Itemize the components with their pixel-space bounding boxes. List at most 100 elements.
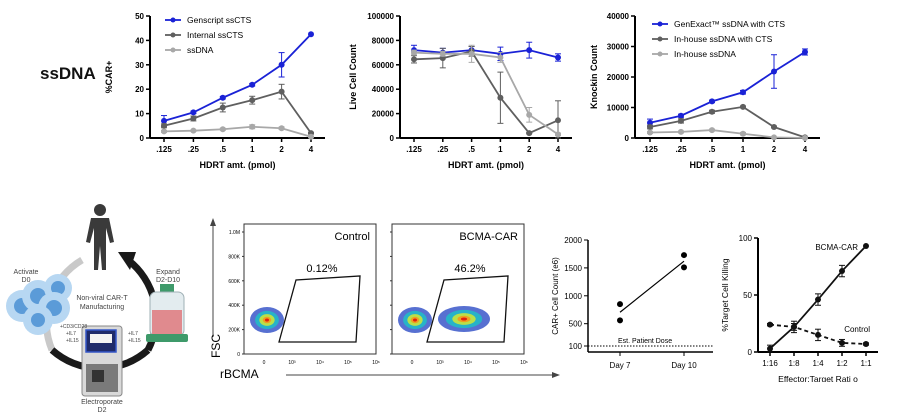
x-axis-label: HDRT amt. (pmol): [200, 160, 276, 170]
y-tick-label: 30: [135, 61, 144, 70]
y-tick-label: 0: [390, 134, 395, 143]
legend-label: In-house ssDNA: [674, 49, 736, 59]
data-point: [802, 48, 808, 55]
data-point: [526, 47, 533, 54]
y-tick-label: 10: [135, 110, 144, 119]
x-tick-label: 10³: [288, 360, 296, 366]
data-point: [740, 89, 746, 96]
data-point: [839, 339, 845, 346]
series-line: [163, 90, 312, 134]
electroporator-icon: [81, 325, 123, 397]
data-point: [791, 323, 797, 330]
y-tick-label: 0: [625, 134, 630, 143]
y-tick-label: 40000: [372, 85, 395, 94]
x-tick-label: .125: [642, 145, 658, 154]
x-tick-label: .5: [219, 145, 226, 154]
right-additive-1: +IL7: [128, 331, 138, 337]
data-point: [681, 264, 687, 271]
y-axis-label: Live Cell Count: [348, 44, 358, 110]
data-point: [863, 242, 869, 249]
data-point: [709, 98, 715, 105]
row-label-ssdna: ssDNA: [40, 64, 96, 83]
data-point: [771, 68, 777, 75]
data-point: [497, 54, 504, 61]
data-point: [555, 54, 561, 61]
density-peak: [264, 318, 270, 322]
y-tick-label: 40: [135, 36, 144, 45]
data-point: [161, 122, 167, 129]
data-point: [190, 115, 197, 122]
data-point: [647, 119, 653, 126]
data-point: [740, 103, 746, 110]
y-tick-label: 40000: [607, 12, 630, 21]
legend-swatch-marker: [657, 51, 663, 57]
panel-title: Control: [335, 231, 370, 243]
data-point: [617, 317, 623, 324]
data-point: [863, 341, 869, 348]
x-tick-label: 2: [527, 145, 532, 154]
data-point: [815, 331, 821, 338]
expand-day-label: D2-D10: [156, 277, 180, 284]
data-point: [411, 49, 417, 56]
gate-percent: 46.2%: [454, 263, 485, 275]
knockin-count-chart: 0 10000 20000 30000 40000 .125 .25 .5 1 2 4 HDRT am…: [590, 12, 820, 170]
series-line: [649, 129, 806, 139]
x-tick-label: 1: [250, 145, 255, 154]
data-point: [740, 130, 746, 137]
gate: [278, 275, 361, 343]
y-tick-label: 100: [569, 342, 583, 351]
y-tick-label: 0: [237, 352, 240, 358]
x-tick-label: .25: [675, 145, 687, 154]
y-tick-label: 30000: [607, 43, 630, 52]
legend-label: GenExact™ ssDNA with CTS: [674, 19, 785, 29]
x-tick-label: 2: [279, 145, 284, 154]
y-axis-arrow-head-icon: [210, 218, 216, 226]
data-point: [278, 61, 285, 68]
data-point: [439, 50, 446, 57]
legend-swatch-marker: [170, 32, 176, 38]
x-axis-label: HDRT amt. (pmol): [448, 160, 524, 170]
y-tick-label: 50: [135, 12, 144, 21]
data-point: [709, 127, 715, 134]
data-point: [308, 31, 314, 38]
data-point: [617, 301, 623, 308]
legend-swatch-marker: [657, 21, 663, 27]
data-point: [219, 104, 226, 111]
data-point: [308, 133, 314, 140]
y-tick-label: 0: [748, 348, 753, 357]
manufacturing-diagram: Activate D0 Expand D2-D10 Non-viral CAR-…: [6, 204, 188, 414]
data-point: [647, 129, 653, 136]
x-axis-label: rBCMA: [220, 367, 259, 381]
y-tick-label: 1.0M: [229, 230, 240, 236]
y-axis-label: CAR+ Cell Count (e6): [551, 257, 560, 335]
data-point: [190, 109, 197, 116]
y-tick-label: 400K: [228, 303, 240, 309]
bioreactor-icon: [146, 284, 188, 342]
data-point: [839, 268, 845, 275]
x-axis-arrow-head-icon: [552, 372, 560, 378]
left-additive-2: +IL7: [66, 331, 76, 337]
density-peak: [460, 317, 468, 321]
y-tick-label: 80000: [372, 36, 395, 45]
series-label-control: Control: [844, 325, 870, 334]
y-axis-label: %Target Cell Killing: [720, 258, 730, 331]
x-tick-label: .25: [437, 145, 449, 154]
y-tick-label: 800K: [228, 254, 240, 260]
y-tick-label: 20: [135, 85, 144, 94]
legend-swatch-marker: [170, 17, 176, 23]
x-tick-label: 10⁵: [344, 360, 352, 366]
x-tick-label: 4: [309, 145, 314, 154]
data-point: [526, 130, 533, 137]
data-point: [468, 50, 475, 57]
electroporate-label: Electroporate: [81, 399, 123, 406]
electroporate-day-label: D2: [98, 407, 107, 414]
x-tick-label: Day 7: [610, 361, 631, 370]
x-tick-label: 1: [498, 145, 503, 154]
data-point: [526, 111, 533, 118]
data-point: [678, 112, 684, 119]
right-additive-2: +IL15: [128, 338, 141, 344]
arrow-head-icon: [118, 252, 136, 270]
car-percent-chart: 0 10 20 30 40 50 .125 .25 .5 1 2 4 HDRT amt. (pmol)%…: [104, 12, 325, 170]
data-point: [767, 345, 773, 352]
x-tick-label: .125: [406, 145, 422, 154]
